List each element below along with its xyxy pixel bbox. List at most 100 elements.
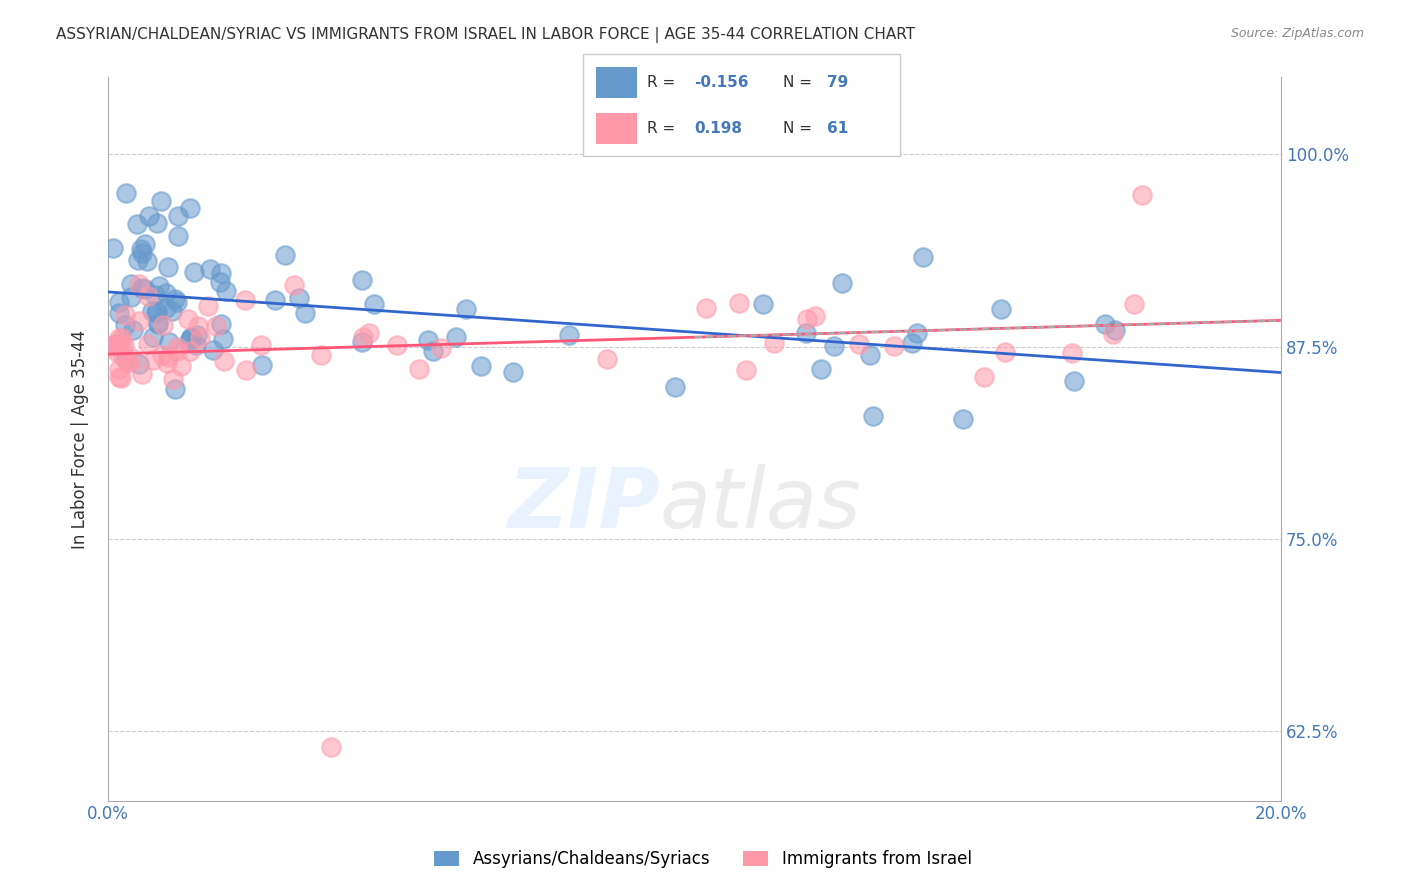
Point [848, 337, 870, 351]
Point [114, 186, 136, 200]
Point [1094, 317, 1116, 331]
Point [1122, 297, 1144, 311]
Point [901, 335, 924, 350]
Point [163, 382, 186, 396]
Point [796, 326, 818, 341]
Point [146, 318, 169, 332]
Point [121, 351, 143, 365]
Text: N =: N = [783, 121, 817, 136]
Point [138, 209, 160, 223]
Point [408, 362, 430, 376]
Point [1130, 188, 1153, 202]
Point [146, 316, 169, 330]
Point [156, 260, 179, 275]
Bar [596, 113, 637, 144]
Text: 0.198: 0.198 [695, 121, 742, 136]
Point [136, 254, 159, 268]
Point [141, 304, 163, 318]
Point [134, 281, 156, 295]
Point [110, 371, 132, 385]
Point [111, 331, 134, 345]
Point [152, 318, 174, 333]
Point [180, 330, 202, 344]
Point [114, 309, 136, 323]
Point [350, 273, 373, 287]
Point [215, 285, 238, 299]
Point [201, 343, 224, 357]
Point [197, 299, 219, 313]
Point [810, 362, 832, 376]
Point [444, 330, 467, 344]
Point [108, 305, 131, 319]
Point [456, 302, 478, 317]
Point [131, 368, 153, 382]
Point [128, 314, 150, 328]
Point [141, 353, 163, 368]
Point [288, 292, 311, 306]
Point [100, 339, 122, 353]
Point [156, 356, 179, 370]
Point [163, 293, 186, 307]
Point [359, 326, 381, 340]
Point [128, 277, 150, 292]
Point [117, 354, 139, 368]
Point [117, 356, 139, 370]
Point [155, 285, 177, 300]
Point [973, 370, 995, 384]
Point [131, 246, 153, 260]
Point [145, 305, 167, 319]
Point [166, 340, 188, 354]
Point [120, 290, 142, 304]
Point [470, 359, 492, 373]
Point [167, 228, 190, 243]
Point [146, 303, 169, 318]
Point [952, 411, 974, 425]
Point [862, 409, 884, 424]
Point [350, 334, 373, 349]
Point [180, 331, 202, 345]
Point [502, 365, 524, 379]
Point [883, 339, 905, 353]
Point [105, 336, 128, 351]
Point [111, 350, 134, 364]
Point [803, 309, 825, 323]
Point [212, 332, 235, 346]
Point [111, 340, 134, 354]
Point [1104, 323, 1126, 337]
Text: 61: 61 [827, 121, 848, 136]
Point [319, 739, 342, 754]
Point [170, 359, 193, 373]
Point [235, 363, 257, 377]
Point [752, 297, 775, 311]
Point [129, 243, 152, 257]
Point [912, 250, 935, 264]
Point [311, 348, 333, 362]
Point [107, 336, 129, 351]
Text: R =: R = [647, 75, 681, 90]
Point [142, 330, 165, 344]
Point [188, 331, 211, 345]
Bar [596, 67, 637, 97]
Point [114, 351, 136, 366]
Point [250, 358, 273, 372]
Point [183, 264, 205, 278]
Point [162, 372, 184, 386]
Point [385, 338, 408, 352]
Point [990, 301, 1012, 316]
Point [108, 362, 131, 376]
Point [198, 262, 221, 277]
Point [179, 334, 201, 349]
Point [823, 339, 845, 353]
Point [233, 293, 256, 307]
Point [905, 326, 928, 340]
Text: ZIP: ZIP [506, 464, 659, 545]
Point [274, 247, 297, 261]
Point [595, 351, 617, 366]
Point [143, 287, 166, 301]
Point [214, 354, 236, 368]
Point [184, 338, 207, 352]
Point [128, 357, 150, 371]
Point [208, 275, 231, 289]
Point [416, 334, 439, 348]
Text: atlas: atlas [659, 464, 860, 545]
